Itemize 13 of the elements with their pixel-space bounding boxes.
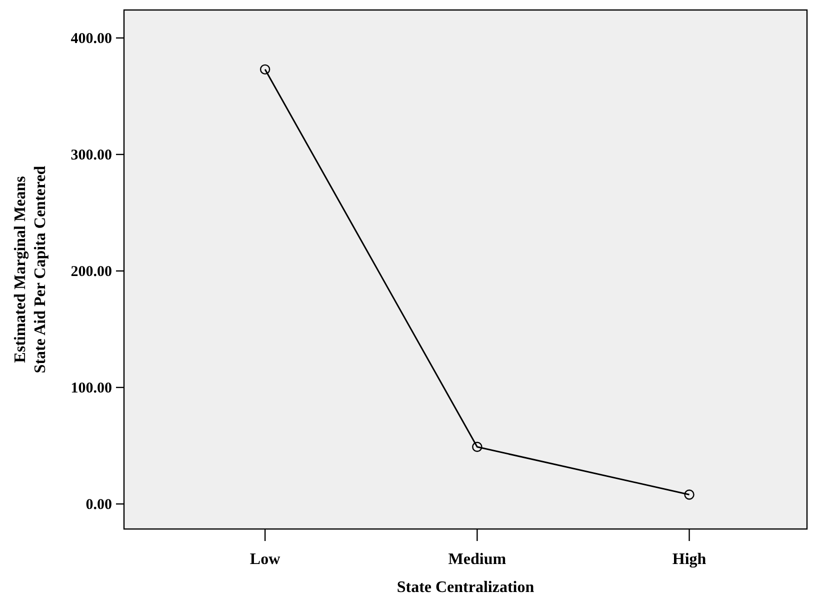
y-axis-title: Estimated Marginal Means State Aid Per Capita Centered: [12, 166, 49, 374]
point: [472, 442, 482, 452]
point: [684, 490, 694, 500]
y-tick-label: 300.00: [70, 148, 112, 164]
point: [260, 64, 270, 75]
x-axis-title: State Centralization: [396, 579, 534, 595]
x-tick-label: Medium: [448, 551, 507, 568]
y-tick-label: 100.00: [70, 380, 112, 397]
y-tick-label: 0.00: [86, 497, 112, 514]
y-tick-label: 200.00: [70, 264, 112, 280]
x-tick-label: High: [672, 551, 706, 568]
x-tick-label: Low: [250, 551, 281, 568]
y-tick-label: 400.00: [70, 31, 112, 48]
